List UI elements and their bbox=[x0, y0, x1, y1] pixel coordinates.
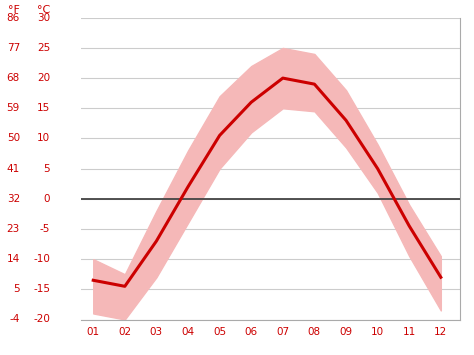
Text: 5: 5 bbox=[13, 284, 20, 294]
Text: 30: 30 bbox=[37, 13, 50, 23]
Text: 77: 77 bbox=[7, 43, 20, 53]
Text: -4: -4 bbox=[9, 315, 20, 324]
Text: 0: 0 bbox=[44, 194, 50, 204]
Text: 68: 68 bbox=[7, 73, 20, 83]
Text: 50: 50 bbox=[7, 133, 20, 143]
Text: 23: 23 bbox=[7, 224, 20, 234]
Text: 25: 25 bbox=[37, 43, 50, 53]
Text: 86: 86 bbox=[7, 13, 20, 23]
Text: -10: -10 bbox=[33, 254, 50, 264]
Text: 20: 20 bbox=[37, 73, 50, 83]
Text: -15: -15 bbox=[33, 284, 50, 294]
Text: 14: 14 bbox=[7, 254, 20, 264]
Text: 10: 10 bbox=[37, 133, 50, 143]
Text: 41: 41 bbox=[7, 164, 20, 174]
Text: 5: 5 bbox=[44, 164, 50, 174]
Text: -5: -5 bbox=[40, 224, 50, 234]
Text: °C: °C bbox=[37, 5, 50, 15]
Text: -20: -20 bbox=[33, 315, 50, 324]
Text: 15: 15 bbox=[37, 103, 50, 113]
Text: 59: 59 bbox=[7, 103, 20, 113]
Text: °F: °F bbox=[8, 5, 20, 15]
Text: 32: 32 bbox=[7, 194, 20, 204]
